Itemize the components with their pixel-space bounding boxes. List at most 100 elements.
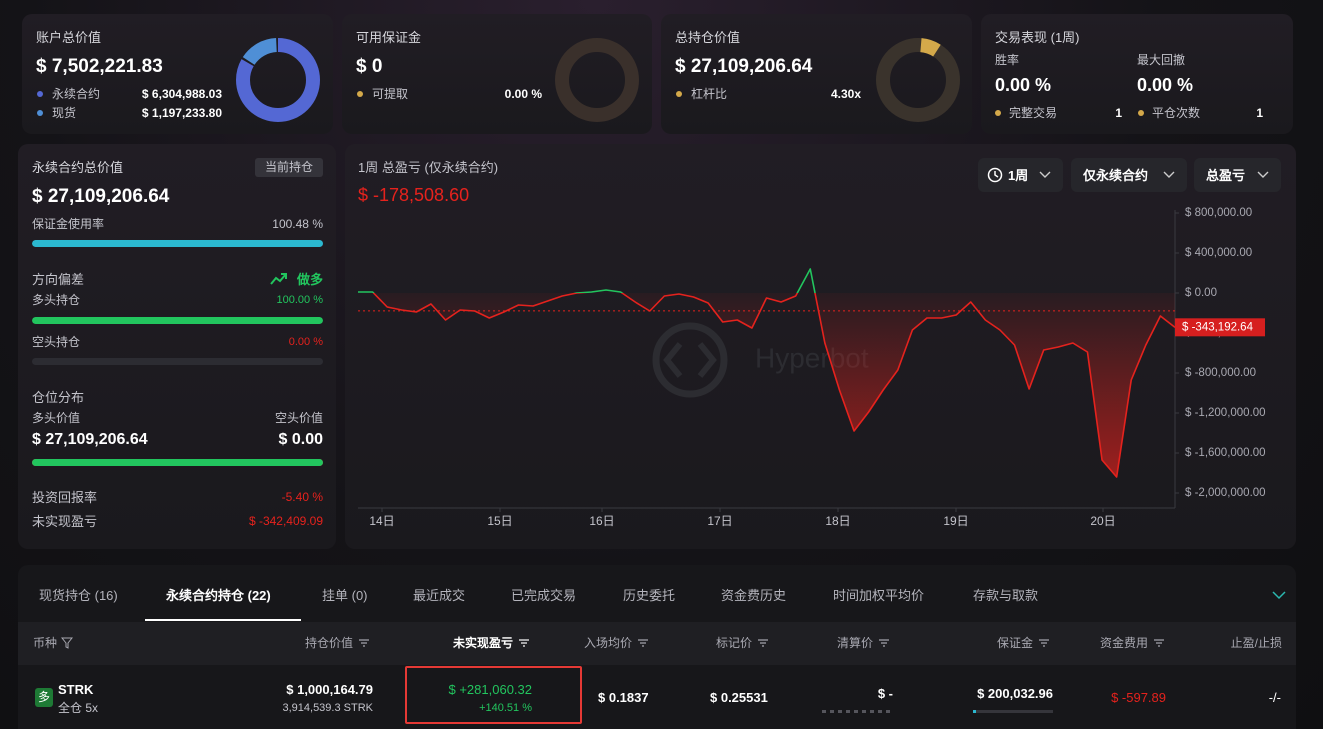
trend-line [270, 273, 287, 285]
tab[interactable]: 时间加权平均价 [833, 587, 925, 603]
row-value: $ -342,409.09 [248, 514, 323, 528]
legend-name: 永续合约 [52, 87, 101, 101]
card-value: $ 27,109,206.64 [675, 55, 813, 77]
tab[interactable]: 存款与取款 [973, 587, 1039, 603]
entry-price: $ 0.1837 [598, 689, 649, 705]
column-header[interactable]: 入场均价 [583, 636, 632, 650]
stat-label: 胜率 [995, 53, 1020, 67]
y-tick-label: $ 800,000.00 [1185, 207, 1252, 219]
tab[interactable]: 资金费历史 [721, 587, 787, 603]
row-label: 投资回报率 [32, 489, 98, 505]
x-tick-label: 17日 [707, 514, 732, 528]
card-title: 交易表现 (1周) [995, 29, 1080, 45]
legend-dot [676, 91, 682, 97]
chart-dropdown[interactable]: 总盈亏 [1194, 158, 1281, 192]
y-tick-label: $ -1,600,000.00 [1185, 447, 1266, 459]
unrealized-pnl-pct: +140.51 % [479, 701, 532, 714]
column-header[interactable]: 资金费用 [1099, 636, 1148, 650]
margin-gauge [973, 710, 1053, 713]
progress-fill [32, 240, 323, 247]
last-value-tag [1175, 318, 1265, 337]
row-label: 未实现盈亏 [32, 513, 98, 529]
clock-icon [987, 167, 1003, 183]
position-size: 3,914,539.3 STRK [282, 701, 373, 714]
column-header[interactable]: 标记价 [715, 636, 752, 650]
stat-label: 平仓次数 [1152, 106, 1201, 120]
tab[interactable]: 现货持仓 (16) [39, 587, 118, 603]
tab[interactable]: 永续合约持仓 (22) [166, 587, 271, 603]
legend-name: 杠杆比 [691, 87, 728, 101]
row-value: 100.00 % [276, 293, 323, 306]
chevron-line [1257, 171, 1269, 178]
dropdown-label[interactable]: 总盈亏 [1206, 167, 1246, 183]
filter-icon [61, 637, 73, 649]
bias-value: 做多 [296, 271, 323, 287]
x-tick-label: 14日 [369, 514, 394, 528]
section-label: 方向偏差 [32, 271, 85, 287]
liquidation-price: $ - [877, 685, 893, 701]
y-tick-label: $ 0.00 [1185, 287, 1217, 299]
column-header[interactable]: 保证金 [996, 636, 1033, 650]
row-label: 空头价值 [274, 411, 323, 425]
chevron [1257, 171, 1269, 178]
tp-sl: -/- [1268, 689, 1281, 705]
dropdown-label[interactable]: 1周 [1008, 167, 1029, 183]
funding: $ -597.89 [1111, 689, 1166, 705]
filter-shape [61, 637, 73, 649]
column-header[interactable]: 币种 [33, 636, 58, 650]
column-header[interactable]: 未实现盈亏 [452, 636, 513, 650]
sort-icon [359, 639, 369, 647]
sort-icon [1039, 639, 1049, 647]
legend-value: $ 1,197,233.80 [141, 106, 222, 120]
row-label: 多头持仓 [32, 293, 81, 307]
chart-title: 1周 总盈亏 (仅永续合约) [358, 159, 499, 175]
pnl-line [358, 268, 1176, 478]
chart-dropdown[interactable]: 仅永续合约 [1071, 158, 1187, 192]
tab[interactable]: 历史委托 [623, 587, 676, 603]
chart-dropdown[interactable]: 1周 [978, 158, 1063, 192]
donut-ring [876, 38, 960, 122]
margin-mode: 全仓 5x [58, 701, 99, 715]
column-header[interactable]: 清算价 [836, 636, 873, 650]
card-title: 总持仓价值 [675, 29, 741, 45]
margin-gauge-fill [973, 710, 976, 713]
coin[interactable]: STRK [58, 681, 94, 697]
legend-dot [37, 110, 43, 116]
pnl-chart: Hyperbot$ 800,000.00$ 400,000.00$ 0.00$ … [358, 207, 1266, 528]
panel-value: $ 27,109,206.64 [32, 185, 170, 207]
sort-icon [758, 639, 768, 647]
x-tick-label: 15日 [487, 514, 512, 528]
watermark-logo [652, 322, 728, 398]
expand-chevron [1272, 591, 1286, 600]
tab[interactable]: 最近成交 [413, 587, 466, 603]
stat-value: 1 [1115, 106, 1122, 120]
card-value: $ 0 [356, 55, 383, 77]
sort-icon [879, 639, 889, 647]
tab[interactable]: 已完成交易 [511, 587, 577, 603]
column-header[interactable]: 止盈/止损 [1230, 636, 1282, 650]
watermark-logo [663, 342, 717, 378]
legend-dot [357, 91, 363, 97]
position-button[interactable]: 当前持仓 [255, 158, 323, 177]
dropdown-label[interactable]: 仅永续合约 [1083, 167, 1149, 183]
progress-track [32, 358, 323, 365]
liquidation-gauge [822, 710, 893, 713]
last-value-label: $ -343,192.64 [1182, 321, 1254, 333]
donut [876, 38, 960, 122]
section-label: 仓位分布 [32, 389, 85, 405]
distribution-long [32, 459, 323, 466]
legend-dot [995, 110, 1001, 116]
chevron [1163, 171, 1175, 178]
y-tick-label: $ -1,200,000.00 [1185, 407, 1266, 419]
tab-underline [145, 619, 301, 621]
performance-card: 交易表现 (1周) 胜率 0.00 % 最大回撤 0.00 % 完整交易 1 平仓次数 1 [981, 14, 1293, 134]
side-badge: 多 [35, 688, 53, 707]
row-label: 保证金使用率 [32, 217, 105, 231]
tab[interactable]: 挂单 (0) [322, 587, 368, 603]
column-header[interactable]: 持仓价值 [304, 636, 353, 650]
account-card: 账户总价值 $ 7,502,221.83 永续合约 $ 6,304,988.03 现货 $… [22, 14, 333, 134]
clock-hands [994, 171, 999, 178]
chevron-line [1039, 171, 1051, 178]
card-title: 可用保证金 [356, 29, 422, 45]
row-value: -5.40 % [281, 490, 323, 504]
